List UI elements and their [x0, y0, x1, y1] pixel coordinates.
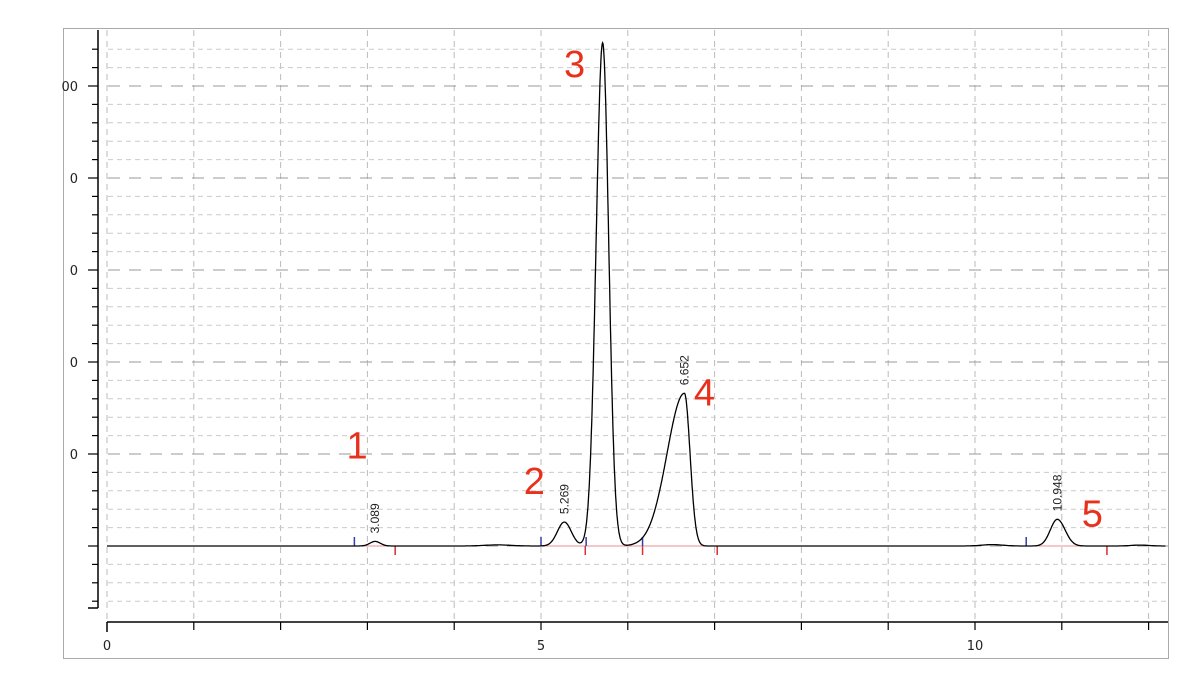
y-tick-label: 0	[70, 356, 78, 371]
peak-number-annotation: 1	[347, 425, 368, 467]
peak-number-annotation: 2	[524, 461, 545, 503]
peak-number-annotation: 4	[694, 372, 715, 414]
x-tick-label: 5	[537, 639, 545, 654]
y-tick-label: 0	[70, 264, 78, 279]
retention-time-label: 3.089	[368, 503, 382, 533]
x-tick-label: 10	[967, 639, 984, 654]
peak-number-annotation: 3	[564, 44, 585, 86]
grid	[106, 30, 1168, 620]
y-tick-label: 00	[61, 80, 78, 95]
y-tick-label: 0	[70, 172, 78, 187]
peak-number-annotation: 5	[1082, 493, 1103, 535]
x-tick-label: 0	[103, 639, 111, 654]
y-tick-label: 0	[70, 448, 78, 463]
retention-time-label: 10.948	[1050, 474, 1064, 511]
retention-time-label: 5.269	[557, 484, 571, 514]
chromatogram-trace	[107, 41, 1166, 547]
retention-time-label: 6.652	[677, 355, 691, 385]
